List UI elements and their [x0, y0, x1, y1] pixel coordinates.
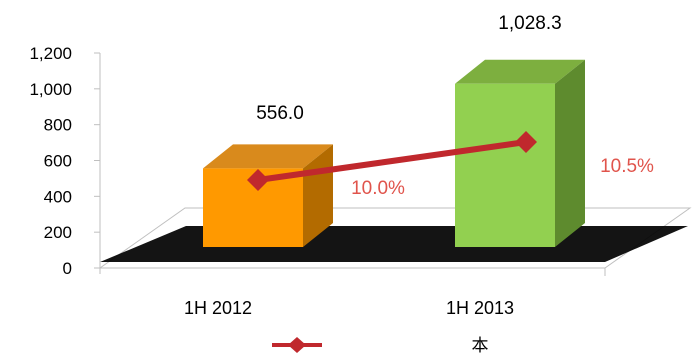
legend-diamond-icon [288, 337, 306, 353]
rate-line [247, 131, 537, 191]
y-tick-label: 0 [63, 259, 72, 278]
bar-top [203, 144, 333, 169]
bar-top [455, 59, 585, 84]
rate-point [515, 131, 537, 153]
data-labels: 556.0 1,028.3 10.0% 10.5% [256, 13, 654, 199]
y-tick-label: 1,200 [29, 44, 72, 63]
bar [455, 83, 555, 248]
bar-side [555, 59, 585, 248]
bar-value-label: 1,028.3 [498, 13, 561, 34]
x-tick-label: 1H 2013 [446, 298, 514, 318]
bar-value-label: 556.0 [256, 103, 304, 124]
y-tick-label: 1,000 [29, 80, 72, 99]
floor-shadow [100, 226, 688, 262]
rate-value-label: 10.5% [600, 156, 654, 177]
x-tick-label: 1H 2012 [184, 298, 252, 318]
y-tick-label: 800 [44, 116, 72, 135]
x-axis: 1H 2012 1H 2013 [184, 298, 514, 318]
rate-point [247, 169, 269, 191]
y-tick-label: 600 [44, 152, 72, 171]
legend-label: 本 [472, 336, 489, 355]
rate-value-label: 10.0% [351, 178, 405, 199]
rate-line-path [255, 139, 529, 183]
chart-floor [98, 207, 692, 276]
legend: 本 [272, 336, 489, 355]
y-tick-label: 200 [44, 223, 72, 242]
y-tick-label: 400 [44, 187, 72, 206]
y-axis: 0 200 400 600 800 1,000 1,200 [29, 44, 101, 278]
bars [203, 59, 585, 248]
